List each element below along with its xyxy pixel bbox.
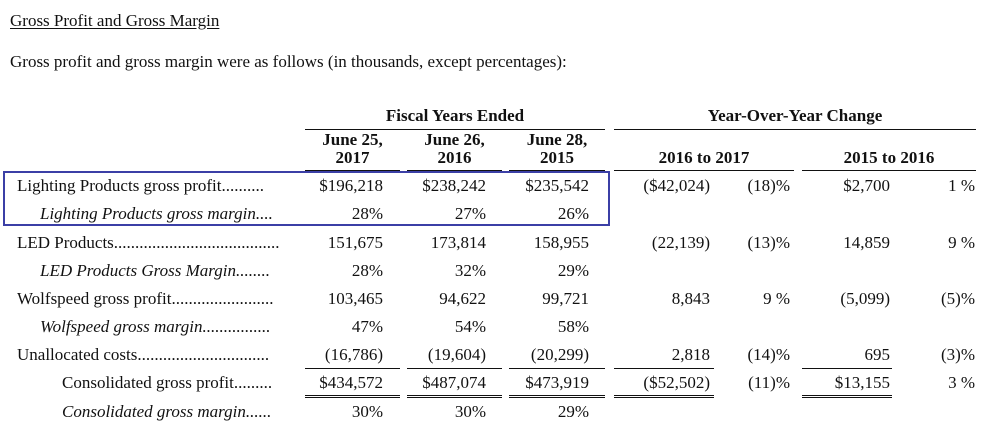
value-cell: 27% — [454, 204, 486, 223]
subtotal-rule — [614, 368, 714, 369]
column-header-2017: June 25, 2017 — [305, 131, 400, 171]
row-label: Lighting Products gross margin.... — [40, 204, 273, 223]
total-rule — [407, 395, 502, 398]
table-row: LED Products............................… — [0, 233, 1002, 261]
value-cell: $434,572 — [319, 373, 383, 392]
value-cell: 151,675 — [327, 233, 383, 252]
subtotal-rule — [509, 368, 605, 369]
value-cell: (14)% — [747, 345, 790, 364]
value-cell: 32% — [454, 261, 486, 280]
value-cell: 158,955 — [533, 233, 589, 252]
total-rule — [509, 395, 605, 398]
row-label: Wolfspeed gross margin................ — [40, 317, 271, 336]
table-row: Wolfspeed gross profit..................… — [0, 289, 1002, 317]
fiscal-years-header: Fiscal Years Ended — [305, 106, 605, 130]
column-header-2016: June 26, 2016 — [407, 131, 502, 171]
row-label: Consolidated gross profit......... — [62, 373, 273, 392]
row-label: LED Products............................… — [17, 233, 280, 252]
value-cell: 26% — [557, 204, 589, 223]
value-cell: $487,074 — [422, 373, 486, 392]
table-row: LED Products Gross Margin........ 28% 32… — [0, 261, 1002, 289]
row-label: Wolfspeed gross profit..................… — [17, 289, 274, 308]
value-cell: 29% — [557, 402, 589, 421]
total-rule — [614, 395, 714, 398]
row-label: Lighting Products gross profit.......... — [17, 176, 264, 195]
value-cell: 9 % — [948, 233, 975, 252]
value-cell: 3 % — [948, 373, 975, 392]
value-cell: 58% — [557, 317, 589, 336]
value-cell: $238,242 — [422, 176, 486, 195]
table-row: Consolidated gross margin...... 30% 30% … — [0, 402, 1002, 430]
value-cell: 54% — [454, 317, 486, 336]
value-cell: $473,919 — [525, 373, 589, 392]
value-cell: (3)% — [941, 345, 975, 364]
row-label: Unallocated costs.......................… — [17, 345, 270, 364]
value-cell: 47% — [351, 317, 383, 336]
value-cell: (11)% — [748, 373, 790, 392]
value-cell: 30% — [454, 402, 486, 421]
intro-text: Gross profit and gross margin were as fo… — [10, 52, 567, 71]
value-cell: 173,814 — [430, 233, 486, 252]
column-header-2015: June 28, 2015 — [509, 131, 605, 171]
value-cell: ($42,024) — [643, 176, 710, 195]
value-cell: (13)% — [747, 233, 790, 252]
row-label: LED Products Gross Margin........ — [40, 261, 270, 280]
column-header-2015-to-2016: 2015 to 2016 — [802, 149, 976, 171]
total-rule — [305, 395, 400, 398]
highlight-box — [3, 171, 610, 226]
yoy-change-header: Year-Over-Year Change — [614, 106, 976, 130]
value-cell: 1 % — [948, 176, 975, 195]
value-cell: 29% — [557, 261, 589, 280]
value-cell: 2,818 — [671, 345, 710, 364]
value-cell: 99,721 — [542, 289, 589, 308]
value-cell: 695 — [864, 345, 891, 364]
value-cell: (19,604) — [427, 345, 486, 364]
row-label: Consolidated gross margin...... — [62, 402, 272, 421]
value-cell: (5)% — [941, 289, 975, 308]
value-cell: $13,155 — [834, 373, 890, 392]
value-cell: (22,139) — [651, 233, 710, 252]
value-cell: 103,465 — [327, 289, 383, 308]
table-row: Wolfspeed gross margin................ 4… — [0, 317, 1002, 345]
table-row: Lighting Products gross profit..........… — [0, 176, 1002, 204]
value-cell: 8,843 — [671, 289, 710, 308]
value-cell: $2,700 — [843, 176, 890, 195]
table-row: Consolidated gross profit......... $434,… — [0, 373, 1002, 401]
column-header-2016-to-2017: 2016 to 2017 — [614, 149, 794, 171]
value-cell: 9 % — [763, 289, 790, 308]
value-cell: $196,218 — [319, 176, 383, 195]
total-rule — [802, 395, 892, 398]
value-cell: ($52,502) — [643, 373, 710, 392]
value-cell: 28% — [351, 261, 383, 280]
table-row: Unallocated costs.......................… — [0, 345, 1002, 373]
section-heading: Gross Profit and Gross Margin — [10, 11, 220, 30]
subtotal-rule — [802, 368, 892, 369]
table-row: Lighting Products gross margin.... 28% 2… — [0, 204, 1002, 232]
value-cell: 28% — [351, 204, 383, 223]
value-cell: (20,299) — [530, 345, 589, 364]
value-cell: 30% — [351, 402, 383, 421]
subtotal-rule — [305, 368, 400, 369]
value-cell: 14,859 — [843, 233, 890, 252]
subtotal-rule — [407, 368, 502, 369]
value-cell: $235,542 — [525, 176, 589, 195]
value-cell: (16,786) — [324, 345, 383, 364]
value-cell: 94,622 — [439, 289, 486, 308]
value-cell: (5,099) — [840, 289, 890, 308]
value-cell: (18)% — [747, 176, 790, 195]
